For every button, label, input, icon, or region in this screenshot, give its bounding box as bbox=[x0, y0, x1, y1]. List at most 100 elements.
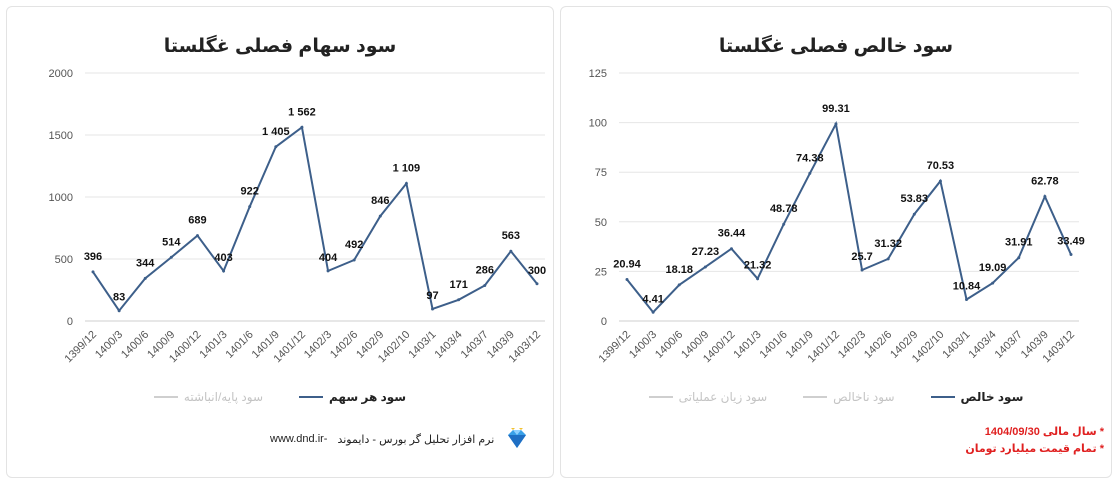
data-label: 48.78 bbox=[770, 203, 798, 215]
diamond-logo-icon bbox=[508, 428, 527, 448]
data-label: 4.41 bbox=[642, 293, 663, 305]
data-point bbox=[483, 284, 487, 288]
data-point bbox=[1069, 253, 1073, 257]
data-point bbox=[431, 307, 435, 311]
data-label: 70.53 bbox=[927, 160, 955, 172]
y-tick-label: 0 bbox=[67, 316, 73, 328]
data-point bbox=[300, 125, 304, 129]
data-point bbox=[248, 205, 252, 209]
data-label: 21.32 bbox=[744, 260, 772, 272]
legend-item[interactable]: سود خالص bbox=[930, 390, 1024, 404]
y-tick-label: 0 bbox=[601, 316, 607, 328]
data-point bbox=[625, 277, 629, 281]
data-point bbox=[195, 234, 199, 238]
notes: * سال مالی 1404/09/30 * تمام قیمت میلیار… bbox=[965, 424, 1104, 458]
legend-swatch bbox=[930, 396, 955, 398]
fiscal-year-note: * سال مالی 1404/09/30 bbox=[984, 426, 1104, 438]
x-tick-label: 1400/6 bbox=[119, 329, 151, 361]
data-label: 33.49 bbox=[1057, 236, 1085, 248]
y-tick-label: 75 bbox=[595, 167, 607, 179]
series-line bbox=[92, 125, 538, 313]
legend-item[interactable]: سود هر سهم bbox=[299, 390, 406, 404]
data-point bbox=[378, 214, 382, 218]
y-tick-label: 125 bbox=[589, 68, 607, 80]
footer-brand: www.dnd.ir- نرم افزار تحلیل گر بورس - دا… bbox=[270, 428, 530, 450]
x-tick-label: 1399/12 bbox=[597, 329, 634, 366]
legend-item[interactable]: سود زیان عملیاتی bbox=[648, 390, 768, 404]
data-label: 514 bbox=[162, 236, 181, 248]
data-label: 62.78 bbox=[1031, 175, 1059, 187]
data-point bbox=[729, 247, 733, 251]
y-tick-label: 2000 bbox=[49, 68, 73, 80]
data-label: 300 bbox=[528, 265, 546, 277]
data-label: 1 562 bbox=[288, 106, 316, 118]
x-tick-label: 1403/1 bbox=[406, 329, 438, 361]
data-label: 344 bbox=[136, 257, 155, 269]
data-point bbox=[703, 265, 707, 269]
data-label: 99.31 bbox=[822, 103, 850, 115]
data-point bbox=[860, 268, 864, 272]
data-point bbox=[143, 276, 147, 280]
data-point bbox=[91, 270, 95, 274]
website-link[interactable]: www.dnd.ir- bbox=[270, 433, 328, 445]
data-label: 83 bbox=[113, 292, 125, 304]
y-tick-label: 500 bbox=[55, 254, 73, 266]
x-tick-label: 1400/6 bbox=[653, 329, 685, 361]
net-profit-line-chart: 02550751001251399/121400/31400/61400/914… bbox=[589, 68, 1085, 366]
data-label: 922 bbox=[241, 186, 259, 198]
data-label: 36.44 bbox=[718, 228, 746, 240]
x-tick-label: 1403/4 bbox=[432, 329, 464, 361]
legend-item[interactable]: سود ناخالص bbox=[803, 390, 895, 404]
eps-line-chart: 05001000150020001399/121400/31400/61400/… bbox=[49, 68, 547, 365]
data-label: 53.83 bbox=[901, 193, 929, 205]
data-point bbox=[404, 181, 408, 185]
chart-title: سود سهام فصلی غگلستا bbox=[163, 36, 397, 57]
x-tick-label: 1403/1 bbox=[940, 329, 972, 361]
y-tick-label: 25 bbox=[595, 266, 607, 278]
data-point bbox=[326, 269, 330, 273]
x-tick-label: 1403/7 bbox=[993, 329, 1025, 361]
chart-legend: سود هر سهم سود پایه/انباشته bbox=[7, 390, 553, 404]
x-tick-label: 1402/6 bbox=[862, 329, 894, 361]
x-tick-label: 1401/3 bbox=[731, 329, 763, 361]
data-point bbox=[677, 283, 681, 287]
data-label: 563 bbox=[502, 230, 520, 242]
data-point bbox=[169, 255, 173, 259]
eps-chart-panel: سود سهام فصلی غگلستا 0 500 1000 1500 2000 139… bbox=[6, 6, 554, 478]
y-tick-label: 1000 bbox=[49, 192, 73, 204]
data-point bbox=[352, 258, 356, 262]
legend-label: سود خالص bbox=[960, 390, 1024, 404]
x-tick-label: 1402/6 bbox=[328, 329, 360, 361]
legend-label: سود پایه/انباشته bbox=[183, 390, 264, 404]
x-tick-label: 1403/7 bbox=[459, 329, 491, 361]
data-label: 689 bbox=[188, 215, 206, 227]
data-point bbox=[1043, 194, 1047, 198]
data-label: 396 bbox=[84, 251, 102, 263]
x-tick-label: 1401/3 bbox=[197, 329, 229, 361]
y-tick-label: 1500 bbox=[49, 130, 73, 142]
data-label: 31.91 bbox=[1005, 237, 1033, 249]
data-point bbox=[509, 249, 513, 253]
data-point bbox=[834, 122, 838, 126]
legend-label: سود ناخالص bbox=[833, 390, 895, 404]
legend-swatch bbox=[299, 396, 324, 398]
legend-swatch bbox=[153, 396, 178, 398]
data-point bbox=[782, 222, 786, 226]
data-point bbox=[1017, 256, 1021, 260]
data-label: 25.7 bbox=[851, 251, 872, 263]
legend-label: سود زیان عملیاتی bbox=[678, 390, 768, 404]
data-label: 18.18 bbox=[665, 264, 693, 276]
data-point bbox=[457, 298, 461, 302]
x-tick-label: 1402/3 bbox=[302, 329, 334, 361]
data-label: 20.94 bbox=[613, 258, 641, 270]
data-label: 403 bbox=[214, 252, 232, 264]
chart-legend: سود خالص سود ناخالص سود زیان عملیاتی bbox=[561, 390, 1111, 404]
legend-item[interactable]: سود پایه/انباشته bbox=[153, 390, 264, 404]
data-label: 1 405 bbox=[262, 126, 290, 138]
data-point bbox=[651, 310, 655, 314]
data-point bbox=[117, 309, 121, 313]
data-label: 97 bbox=[426, 290, 438, 302]
data-label: 846 bbox=[371, 195, 389, 207]
data-label: 492 bbox=[345, 239, 363, 251]
net-profit-chart-panel: سود خالص فصلی غگلستا 0 25 50 75 100 125 1399/1… bbox=[560, 6, 1112, 478]
